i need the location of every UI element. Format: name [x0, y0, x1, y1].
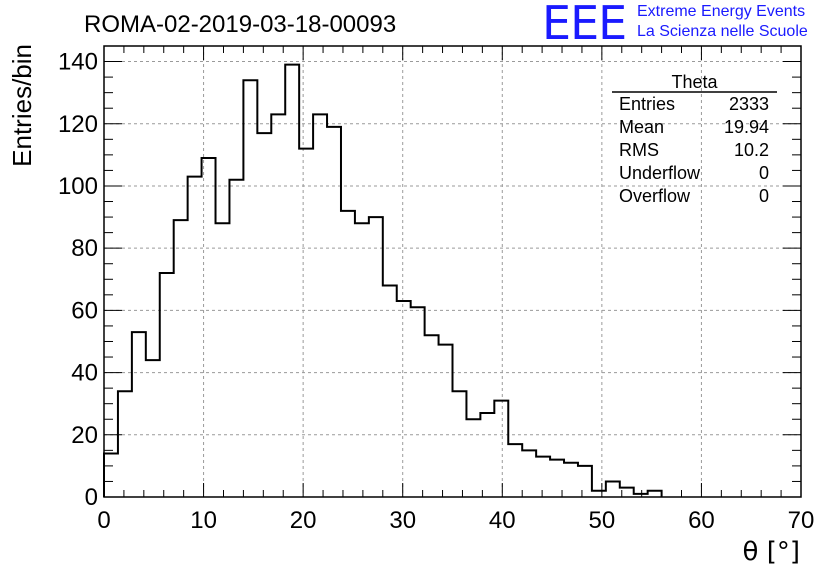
y-tick-label: 100: [58, 173, 98, 200]
y-tick-label: 120: [58, 111, 98, 138]
x-tick-label: 30: [389, 507, 416, 534]
x-axis-label: θ [°]: [743, 537, 800, 567]
y-tick-label: 80: [71, 235, 98, 262]
x-tick-label: 60: [688, 507, 715, 534]
y-tick-labels: 0 20 40 60 80 100 120 140: [58, 49, 98, 511]
stats-title: Theta: [671, 72, 718, 92]
stats-value: 10.2: [734, 140, 769, 160]
stats-label: Overflow: [619, 186, 691, 206]
eee-line1: Extreme Energy Events: [637, 3, 806, 20]
y-tick-label: 0: [85, 484, 98, 511]
stats-label: Underflow: [619, 163, 701, 183]
histogram-outline: [103, 63, 663, 497]
grid: [104, 46, 801, 497]
x-tick-label: 0: [97, 507, 110, 534]
stats-label: Mean: [619, 117, 664, 137]
y-tick-label: 60: [71, 297, 98, 324]
x-tick-label: 10: [190, 507, 217, 534]
y-tick-label: 20: [71, 422, 98, 449]
x-tick-label: 20: [290, 507, 317, 534]
plot-frame: [103, 45, 802, 498]
stats-label: Entries: [619, 94, 675, 114]
axis-ticks: [103, 45, 802, 498]
x-tick-label: 50: [589, 507, 616, 534]
eee-logo-text: Extreme Energy Events La Scienza nelle S…: [637, 2, 808, 42]
y-axis-label: Entries/bin: [7, 44, 37, 167]
eee-line2: La Scienza nelle Scuole: [637, 23, 808, 40]
x-tick-label: 70: [788, 507, 815, 534]
stats-value: 0: [759, 186, 769, 206]
x-tick-label: 40: [489, 507, 516, 534]
y-tick-label: 40: [71, 360, 98, 387]
stats-value: 0: [759, 163, 769, 183]
x-tick-labels: 0 10 20 30 40 50 60 70: [97, 507, 814, 534]
stats-value: 2333: [729, 94, 769, 114]
chart-title: ROMA-02-2019-03-18-00093: [84, 11, 396, 38]
stats-label: RMS: [619, 140, 659, 160]
eee-logo: EEE: [542, 0, 627, 50]
stats-value: 19.94: [724, 117, 769, 137]
y-tick-label: 140: [58, 49, 98, 76]
